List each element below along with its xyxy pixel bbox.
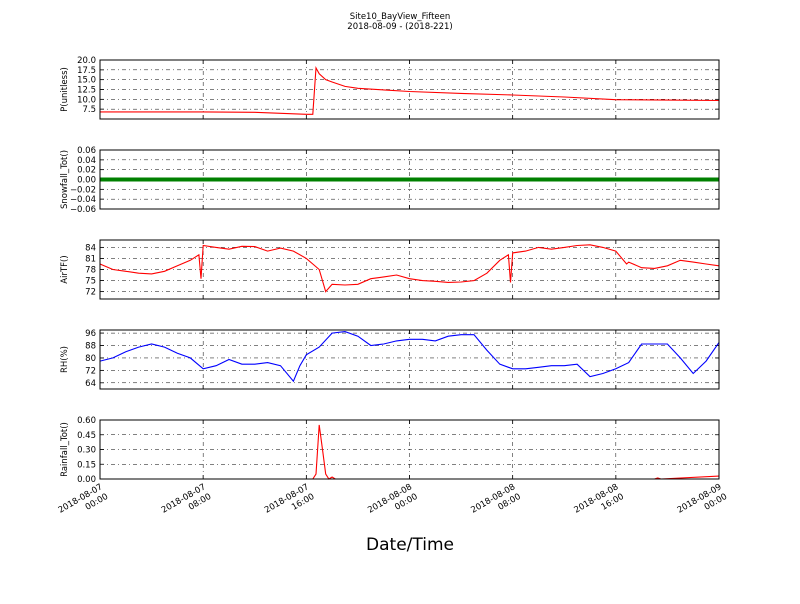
y-axis-label: AirTF() xyxy=(60,255,70,283)
y-tick-label: 0.02 xyxy=(77,166,96,176)
y-tick-label: 0.15 xyxy=(77,460,96,470)
axes-frame xyxy=(99,329,720,390)
y-tick-label: 0.30 xyxy=(77,446,96,456)
chart-title: Site10_BayView_Fifteen xyxy=(350,12,451,22)
axes-frame xyxy=(99,59,720,120)
y-tick-label: 81 xyxy=(85,254,96,264)
y-tick-label: 75 xyxy=(85,277,96,287)
y-tick-label: 15.0 xyxy=(77,76,96,86)
panel-1: 7.510.012.515.017.520.0 P(unitless) xyxy=(60,56,720,120)
y-tick-label: −0.06 xyxy=(70,205,96,215)
y-tick-label: 20.0 xyxy=(77,56,96,66)
y-tick-label: 0.00 xyxy=(77,176,96,186)
panel-4: 64 72 80 88 96 RH(%) xyxy=(60,329,720,390)
y-tick-label: 72 xyxy=(85,288,96,298)
y-tick-label: 78 xyxy=(85,266,96,276)
y-tick-label: 96 xyxy=(85,329,96,339)
y-tick-label: 80 xyxy=(85,354,96,364)
y-tick-label: 84 xyxy=(85,243,96,253)
axes-frame xyxy=(99,149,720,210)
y-axis-label: Rainfall_Tot() xyxy=(60,422,70,477)
y-tick-label: 64 xyxy=(85,379,96,389)
y-tick-label: 0.06 xyxy=(77,146,96,156)
y-axis-label: RH(%) xyxy=(60,346,70,373)
y-tick-label: 0.45 xyxy=(77,431,96,441)
y-tick-label: 0.04 xyxy=(77,156,96,166)
y-tick-label: 72 xyxy=(85,366,96,376)
y-tick-label: 0.00 xyxy=(77,475,96,485)
y-tick-label: 7.5 xyxy=(82,105,96,115)
axes-frame xyxy=(99,239,720,300)
y-tick-label: 88 xyxy=(85,342,96,352)
chart-subtitle: 2018-08-09 - (2018-221) xyxy=(347,22,452,32)
panel-5: 0.00 0.15 0.30 0.45 0.60 Rainfall_Tot() xyxy=(60,416,720,485)
x-axis-label: Date/Time xyxy=(366,535,454,555)
y-axis-label: P(unitless) xyxy=(60,67,70,112)
y-tick-label: 10.0 xyxy=(77,95,96,105)
y-tick-label: 17.5 xyxy=(77,66,96,76)
series-line xyxy=(99,244,720,293)
series-line xyxy=(100,65,720,115)
series-line xyxy=(99,331,720,383)
y-tick-label: −0.02 xyxy=(70,185,96,195)
panel-2: −0.06−0.04−0.020.000.020.040.06 Snowfall_… xyxy=(60,146,720,215)
y-tick-label: 12.5 xyxy=(77,86,96,96)
y-tick-label: 0.60 xyxy=(77,416,96,426)
y-tick-label: −0.04 xyxy=(70,195,96,205)
axes-frame xyxy=(99,419,720,480)
y-axis-label: Snowfall_Tot() xyxy=(60,150,70,209)
panels: 7.510.012.515.017.520.0P(unitless)−0.06−… xyxy=(60,56,720,485)
